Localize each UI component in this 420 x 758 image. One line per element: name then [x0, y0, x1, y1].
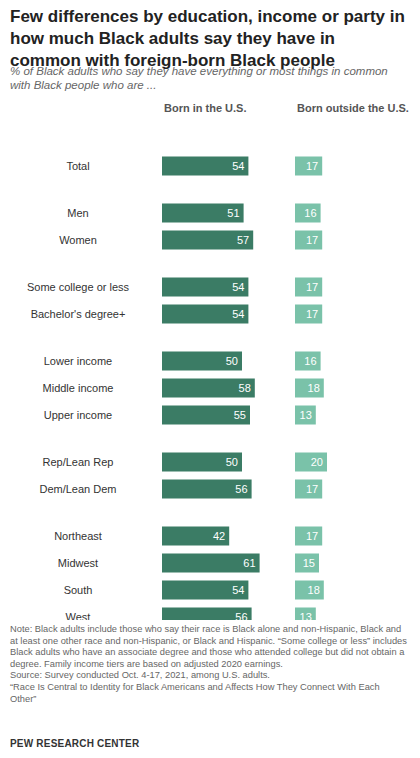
data-label: 13	[300, 611, 312, 620]
category-label: Lower income	[44, 355, 112, 367]
bar	[162, 406, 250, 425]
data-label: 57	[237, 234, 249, 246]
bar	[295, 231, 322, 250]
bar	[295, 608, 316, 621]
data-label: 50	[226, 355, 238, 367]
data-label: 56	[235, 611, 247, 620]
data-label: 61	[243, 557, 255, 569]
data-label: 42	[213, 530, 225, 542]
column-header: Born in the U.S.	[164, 102, 247, 114]
category-label: South	[64, 584, 93, 596]
bar	[162, 278, 248, 297]
data-label: 18	[308, 382, 320, 394]
bar	[162, 453, 242, 472]
note-line: Source: Survey conducted Oct. 4-17, 2021…	[10, 670, 408, 682]
category-label: Men	[67, 207, 88, 219]
data-labels: 17 16 17 17 17 16 18 13 20 17 17 15 18 13	[300, 160, 323, 620]
category-label: Total	[66, 160, 89, 172]
bar	[162, 352, 242, 371]
category-label: Dem/Lean Dem	[39, 483, 116, 495]
category-label: Some college or less	[27, 281, 130, 293]
data-label: 55	[234, 409, 246, 421]
data-label: 58	[239, 382, 251, 394]
data-label: 15	[303, 557, 315, 569]
category-label: Upper income	[44, 409, 112, 421]
data-label: 17	[306, 281, 318, 293]
data-label: 17	[306, 160, 318, 172]
data-label: 16	[304, 207, 316, 219]
data-label: 17	[306, 483, 318, 495]
data-label: 54	[232, 308, 244, 320]
column-header: Born outside the U.S.	[297, 102, 409, 114]
bar	[162, 157, 248, 176]
subtitle: % of Black adults who say they have ever…	[10, 64, 405, 92]
bar	[162, 480, 252, 499]
category-label: Middle income	[43, 382, 114, 394]
bars	[162, 157, 260, 621]
bar	[295, 527, 322, 546]
bar	[295, 379, 324, 398]
data-label: 17	[306, 530, 318, 542]
bar	[295, 352, 321, 371]
bar	[295, 305, 322, 324]
bar	[295, 278, 322, 297]
bar	[295, 581, 324, 600]
bar	[162, 527, 229, 546]
category-label: Bachelor's degree+	[31, 308, 126, 320]
bar	[162, 581, 248, 600]
bar	[295, 554, 319, 573]
data-label: 54	[232, 584, 244, 596]
bar	[162, 231, 253, 250]
note-line: “Race Is Central to Identity for Black A…	[10, 682, 408, 705]
chart: Total Men Women Some college or less Bachelo…	[0, 0, 420, 620]
bar	[162, 608, 252, 621]
data-label: 16	[304, 355, 316, 367]
note-line: Note: Black adults include those who say…	[10, 624, 408, 670]
data-label: 17	[306, 308, 318, 320]
bar	[162, 379, 255, 398]
bars	[295, 157, 327, 621]
data-label: 20	[311, 456, 323, 468]
bar	[295, 453, 327, 472]
category-label: Women	[59, 234, 97, 246]
bar	[295, 204, 321, 223]
category-label: West	[66, 611, 91, 620]
data-labels: 54 51 57 54 54 50 58 55 50 56 42 61 54 56	[213, 160, 256, 620]
data-label: 13	[300, 409, 312, 421]
title: Few differences by education, income or …	[10, 6, 410, 72]
category-label: Northeast	[54, 530, 102, 542]
data-label: 54	[232, 281, 244, 293]
org: PEW RESEARCH CENTER	[10, 738, 139, 749]
bar	[295, 406, 316, 425]
bar	[295, 157, 322, 176]
data-label: 56	[235, 483, 247, 495]
data-label: 54	[232, 160, 244, 172]
data-label: 18	[308, 584, 320, 596]
category-label: Rep/Lean Rep	[43, 456, 114, 468]
category-label: Midwest	[58, 557, 98, 569]
bar	[162, 204, 244, 223]
bar	[162, 554, 260, 573]
data-label: 17	[306, 234, 318, 246]
notes: Note: Black adults include those who say…	[10, 624, 408, 705]
bar	[162, 305, 248, 324]
bar	[295, 480, 322, 499]
data-label: 50	[226, 456, 238, 468]
data-label: 51	[227, 207, 239, 219]
